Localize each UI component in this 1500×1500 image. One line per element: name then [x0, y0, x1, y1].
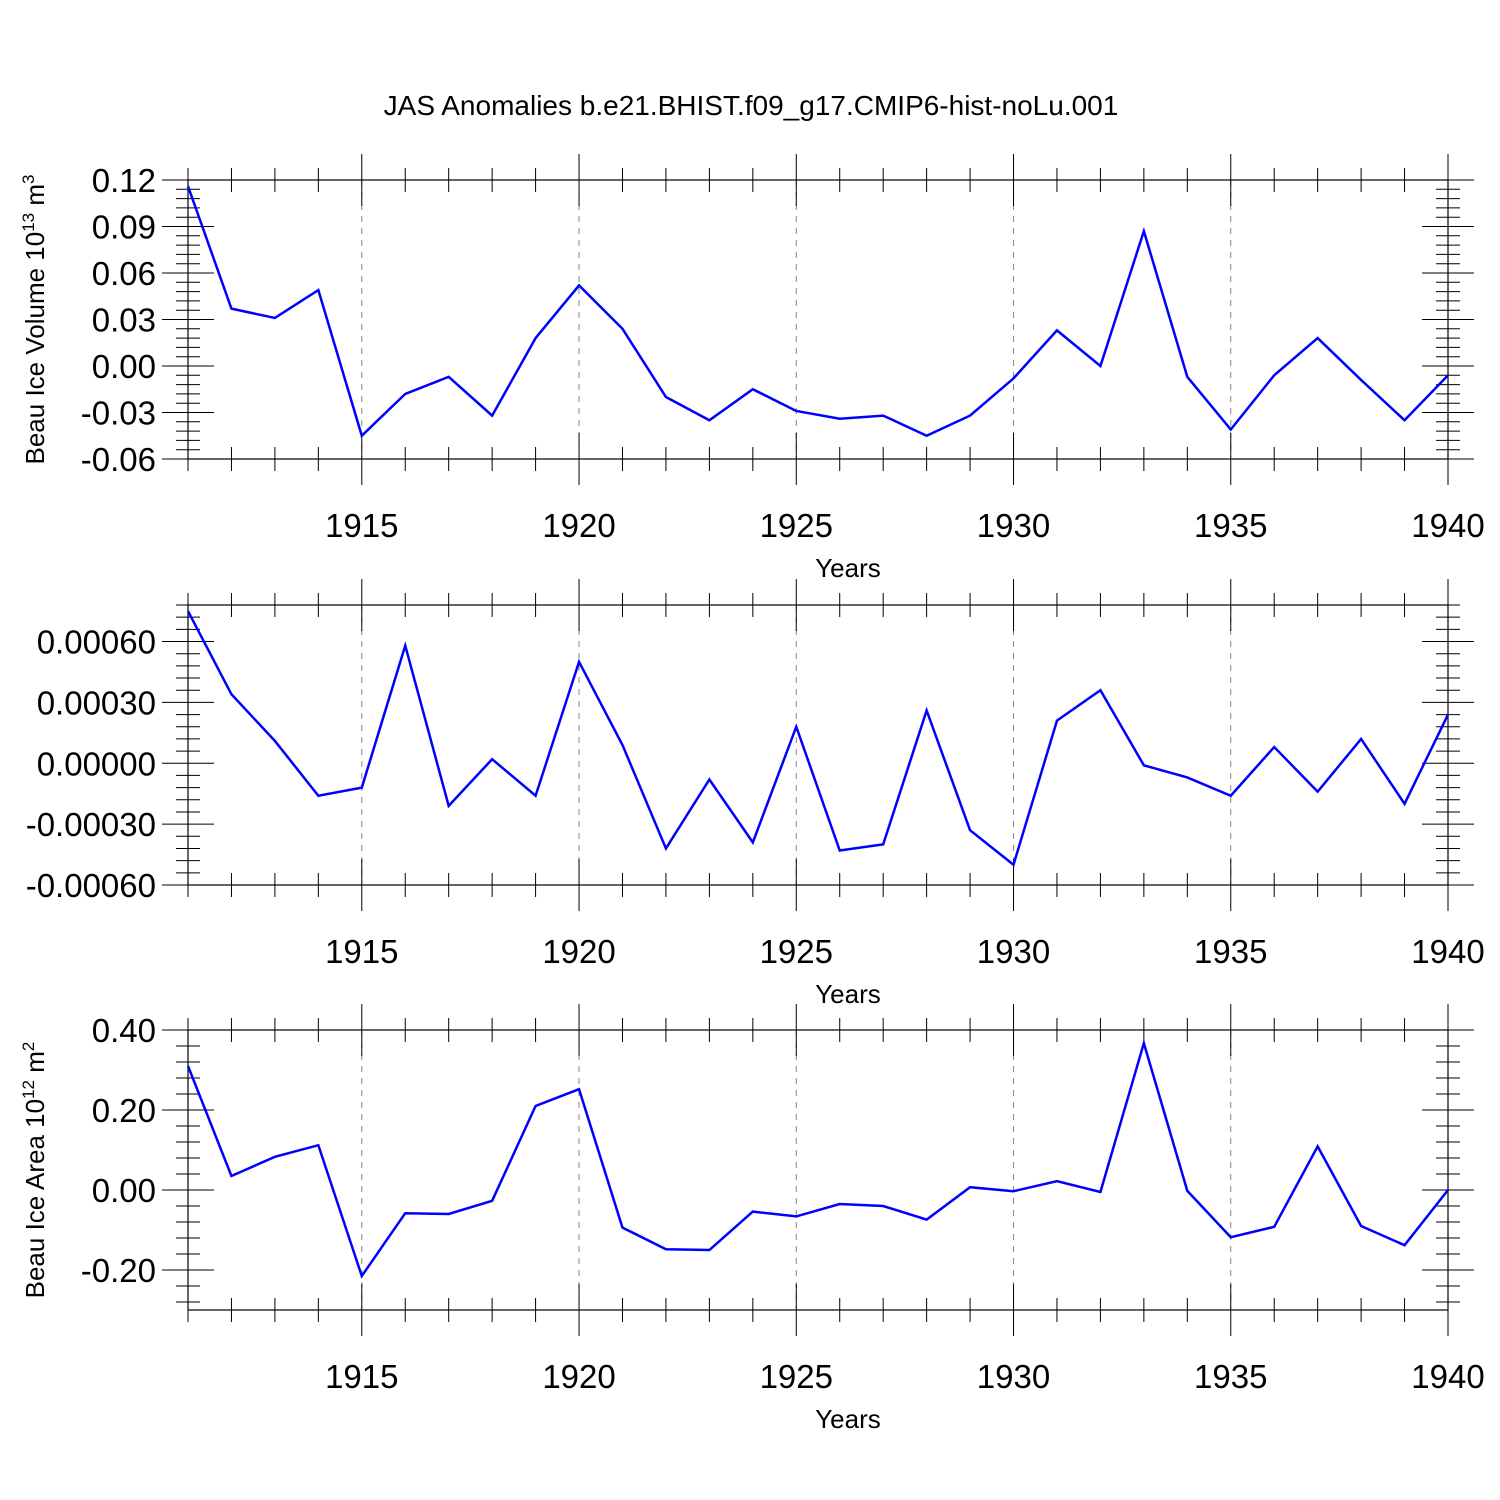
y-tick-label: 0.03 — [92, 302, 156, 339]
series-line — [186, 1038, 1449, 1279]
y-tick-label: -0.06 — [81, 441, 156, 478]
chart-title: JAS Anomalies b.e21.BHIST.f09_g17.CMIP6-… — [384, 90, 1119, 121]
panel-beau-ice-area: 1915 1920 1925 1930 1935 1940 -0.20 0.00 0.20 0.4… — [19, 1004, 1485, 1434]
y-tick-label: -0.20 — [81, 1252, 156, 1289]
x-tick-label: 1920 — [542, 933, 615, 970]
y-tick-label: -0.03 — [81, 395, 156, 432]
x-tick-label: 1920 — [542, 507, 615, 544]
panel-beau-ice-volume: 1915 1920 1925 1930 1935 1940 -0.06 -0.03 0.00 0.… — [19, 154, 1485, 583]
plot-frame — [187, 604, 1449, 886]
x-tick-label: 1935 — [1194, 1358, 1267, 1395]
x-tick-label: 1925 — [760, 1358, 833, 1395]
y-tick-label: 0.06 — [92, 255, 156, 292]
x-tick-label: 1915 — [325, 1358, 398, 1395]
series-line — [186, 185, 1449, 439]
y-tick-label: 0.00 — [92, 1172, 156, 1209]
x-tick-label: 1940 — [1411, 507, 1484, 544]
plot-frame — [187, 1029, 1449, 1311]
x-axis-title: Years — [815, 979, 881, 1009]
x-tick-label: 1915 — [325, 507, 398, 544]
y-tick-label: 0.20 — [92, 1092, 156, 1129]
y-tick-label: 0.12 — [92, 162, 156, 199]
y-axis-title: Beau Ice Area 1012 m2 — [19, 1042, 50, 1299]
x-tick-label: 1930 — [977, 1358, 1050, 1395]
x-tick-label: 1930 — [977, 933, 1050, 970]
x-tick-label: 1940 — [1411, 1358, 1484, 1395]
y-tick-label: 0.00060 — [37, 624, 156, 661]
x-tick-label: 1935 — [1194, 507, 1267, 544]
y-tick-label: 0.00 — [92, 348, 156, 385]
y-tick-label: 0.40 — [92, 1012, 156, 1049]
y-tick-label: 0.00030 — [37, 684, 156, 721]
y-tick-label: 0.00000 — [37, 745, 156, 782]
x-tick-label: 1925 — [760, 507, 833, 544]
y-tick-label: 0.09 — [92, 209, 156, 246]
y-axis-title: Beau Ice Volume 1013 m3 — [19, 175, 50, 465]
y-tick-label: -0.00060 — [26, 867, 156, 904]
plot-frame — [187, 179, 1449, 460]
x-tick-label: 1925 — [760, 933, 833, 970]
x-axis-title: Years — [815, 553, 881, 583]
x-tick-label: 1915 — [325, 933, 398, 970]
y-tick-label: -0.00030 — [26, 806, 156, 843]
series-line — [186, 610, 1450, 867]
x-axis-title: Years — [815, 1404, 881, 1434]
x-tick-label: 1940 — [1411, 933, 1484, 970]
x-tick-label: 1930 — [977, 507, 1050, 544]
x-tick-label: 1935 — [1194, 933, 1267, 970]
panel-middle: 1915 1920 1925 1930 1935 1940 -0.00060 -0.00030… — [26, 579, 1485, 1009]
x-tick-label: 1920 — [542, 1358, 615, 1395]
